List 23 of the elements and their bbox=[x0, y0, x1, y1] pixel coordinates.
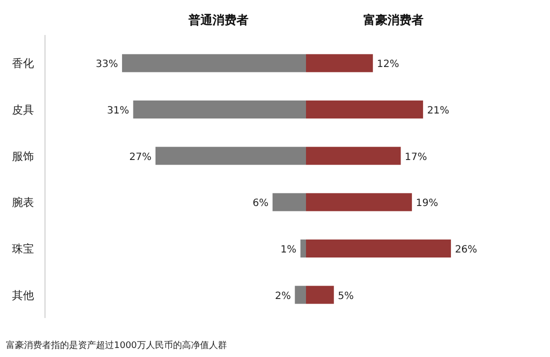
y-tick-label: 珠宝 bbox=[12, 242, 34, 256]
data-label: 31% bbox=[106, 106, 130, 116]
chart-title: 富豪消费者 bbox=[364, 13, 424, 27]
y-tick-label: 香化 bbox=[12, 57, 34, 70]
data-label: 21% bbox=[427, 106, 450, 116]
data-label: 12% bbox=[376, 59, 400, 70]
data-label: 1% bbox=[280, 244, 296, 256]
data-label: 27% bbox=[129, 152, 152, 163]
bar bbox=[300, 240, 306, 258]
chart-title: 普通消费者 bbox=[188, 13, 248, 27]
data-label: 26% bbox=[454, 244, 478, 256]
data-label: 33% bbox=[96, 59, 118, 70]
text: 富豪消费者指的是资产超过1000万人民币的高净值人群 bbox=[6, 340, 227, 351]
y-tick-label: 皮具 bbox=[12, 104, 34, 116]
bar bbox=[272, 193, 306, 212]
y-tick-label: 服饰 bbox=[12, 150, 34, 163]
y-tick-label: 腕表 bbox=[12, 196, 34, 210]
data-label: 19% bbox=[416, 198, 438, 210]
data-label: 17% bbox=[404, 152, 428, 163]
y-tick-label: 其他 bbox=[12, 288, 34, 302]
data-label: 5% bbox=[338, 290, 354, 302]
data-label: 2% bbox=[274, 290, 291, 302]
data-label: 6% bbox=[252, 198, 269, 210]
